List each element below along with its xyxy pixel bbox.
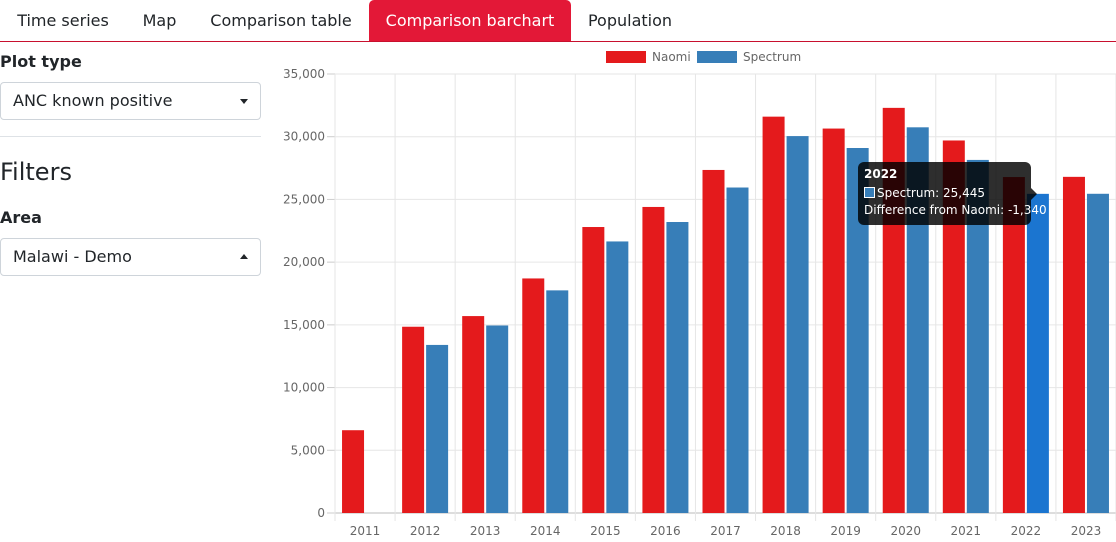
- tab-comparison-table[interactable]: Comparison table: [210, 11, 352, 30]
- plot-type-select[interactable]: ANC known positive: [0, 82, 261, 120]
- x-tick-label: 2017: [710, 524, 741, 538]
- x-tick-label: 2022: [1011, 524, 1042, 538]
- y-tick-label: 25,000: [283, 192, 325, 206]
- bar-spectrum-2015: [606, 241, 629, 513]
- tab-map[interactable]: Map: [142, 11, 177, 30]
- legend-label-naomi: Naomi: [652, 50, 691, 64]
- bar-spectrum-2021: [966, 159, 989, 513]
- x-tick-label: 2016: [650, 524, 681, 538]
- y-tick-label: 15,000: [283, 318, 325, 332]
- chevron-up-icon: [240, 254, 248, 259]
- bar-spectrum-2013: [486, 325, 509, 513]
- x-tick-label: 2020: [890, 524, 921, 538]
- x-tick-label: 2012: [410, 524, 441, 538]
- divider: [0, 136, 261, 137]
- x-tick-label: 2013: [470, 524, 501, 538]
- bar-spectrum-2018: [786, 136, 809, 513]
- bar-spectrum-2022: [1026, 193, 1049, 514]
- tab-time-series[interactable]: Time series: [17, 11, 109, 30]
- bar-naomi-2013: [462, 316, 485, 513]
- bar-naomi-2023: [1062, 176, 1085, 513]
- bar-naomi-2014: [522, 278, 545, 513]
- x-tick-label: 2018: [770, 524, 801, 538]
- chevron-down-icon: [240, 99, 248, 104]
- bar-spectrum-2019: [846, 148, 869, 513]
- bar-naomi-2011: [342, 430, 365, 513]
- filters-heading: Filters: [0, 158, 72, 186]
- bar-spectrum-2012: [426, 344, 449, 513]
- bar-naomi-2016: [642, 206, 665, 513]
- area-value: Malawi - Demo: [13, 247, 132, 266]
- x-tick-label: 2015: [590, 524, 621, 538]
- tooltip-value: Spectrum: 25,445: [877, 186, 985, 200]
- x-tick-label: 2021: [951, 524, 982, 538]
- y-tick-label: 20,000: [283, 255, 325, 269]
- plot-type-value: ANC known positive: [13, 91, 173, 110]
- x-tick-label: 2011: [350, 524, 381, 538]
- bar-spectrum-2023: [1086, 193, 1109, 513]
- tab-bar: Time series Map Comparison table Compari…: [0, 0, 1116, 42]
- area-select[interactable]: Malawi - Demo: [0, 238, 261, 276]
- bar-naomi-2015: [582, 227, 605, 513]
- plot-type-label: Plot type: [0, 52, 82, 71]
- bar-naomi-2017: [702, 169, 725, 513]
- barchart-svg: 0 5,000 10,000 15,000 20,000 25,000 30,000 35,0…: [283, 50, 1116, 538]
- bar-spectrum-2014: [546, 290, 569, 513]
- y-tick-label: 30,000: [283, 130, 325, 144]
- tab-comparison-barchart[interactable]: Comparison barchart: [369, 0, 571, 41]
- x-tick-label: 2023: [1071, 524, 1102, 538]
- chart-tooltip: 2022 Spectrum: 25,445 Difference from Na…: [858, 162, 1047, 225]
- tooltip-difference: Difference from Naomi: -1,340: [864, 203, 1047, 217]
- area-label: Area: [0, 208, 42, 227]
- tab-population[interactable]: Population: [587, 11, 673, 30]
- bar-spectrum-2016: [666, 222, 689, 513]
- x-tick-label: 2019: [830, 524, 861, 538]
- legend-swatch-naomi: [606, 51, 646, 63]
- legend-swatch-spectrum: [697, 51, 737, 63]
- y-tick-label: 10,000: [283, 381, 325, 395]
- y-tick-label: 5,000: [291, 443, 325, 457]
- y-tick-label: 35,000: [283, 67, 325, 81]
- tooltip-arrow-icon: [1031, 188, 1037, 200]
- bar-naomi-2022: [1002, 177, 1025, 514]
- spectrum-swatch-icon: [864, 187, 875, 198]
- bar-naomi-2019: [822, 128, 845, 513]
- bar-naomi-2021: [942, 140, 965, 513]
- bar-naomi-2018: [762, 116, 785, 513]
- y-tick-label: 0: [317, 506, 325, 520]
- tooltip-title: 2022: [864, 167, 898, 181]
- x-tick-label: 2014: [530, 524, 561, 538]
- bar-naomi-2012: [402, 326, 425, 513]
- bar-spectrum-2017: [726, 187, 749, 513]
- legend-label-spectrum: Spectrum: [743, 50, 801, 64]
- comparison-barchart: 0 5,000 10,000 15,000 20,000 25,000 30,000 35,0…: [280, 42, 1116, 542]
